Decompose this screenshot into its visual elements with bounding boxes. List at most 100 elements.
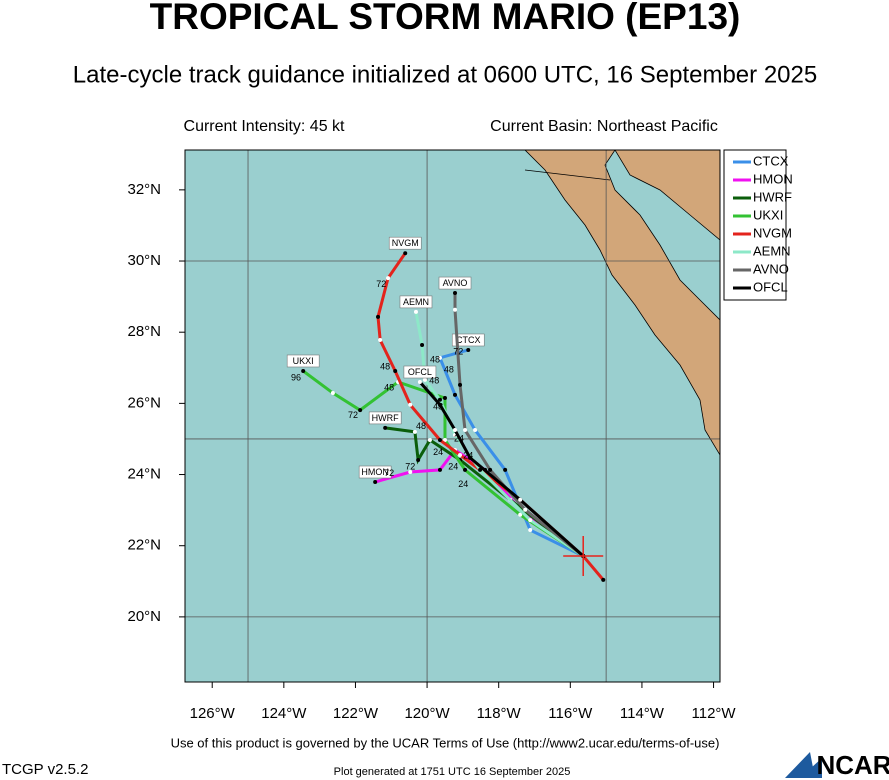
track-point: [518, 497, 523, 502]
track-point: [417, 380, 422, 385]
track-label-box: [451, 333, 485, 347]
track-point: [412, 429, 417, 434]
y-tick-label: 26°N: [127, 394, 161, 411]
track-point: [453, 291, 458, 296]
track-point: [453, 428, 458, 433]
track-point: [523, 507, 528, 512]
track-label: UKXI: [293, 356, 314, 366]
track-label: HWRF: [372, 413, 399, 423]
track-point: [416, 457, 421, 462]
track-point: [488, 467, 493, 472]
track-point: [503, 467, 508, 472]
track-point: [437, 402, 442, 407]
legend-box: [723, 149, 787, 301]
basin-info: Current Basin: Northeast Pacific: [490, 118, 718, 135]
track-point: [528, 518, 533, 523]
hour-label: 24: [458, 479, 468, 489]
track-label: CTCX: [456, 335, 481, 345]
track-point: [358, 408, 363, 413]
track-point: [330, 391, 335, 396]
track-point: [463, 467, 468, 472]
track-point: [463, 428, 468, 433]
track-point: [403, 251, 408, 256]
hour-label: 24: [454, 433, 464, 443]
y-tick-label: 28°N: [127, 323, 161, 340]
track-point: [468, 455, 473, 460]
track-label-box: [368, 411, 402, 425]
version: TCGP v2.5.2: [2, 761, 88, 778]
track-point: [420, 343, 425, 348]
track-point: [376, 314, 381, 319]
track-label-box: [403, 365, 437, 379]
legend-label: HWRF: [753, 189, 792, 204]
x-tick-label: 114°W: [620, 705, 665, 722]
track-point: [422, 377, 427, 382]
hour-label: 48: [384, 382, 394, 392]
track-label-box: [399, 295, 433, 309]
track-point: [408, 470, 413, 475]
y-tick-label: 32°N: [127, 181, 161, 198]
track-point: [427, 438, 432, 443]
y-tick-label: 20°N: [127, 608, 161, 625]
chart-subtitle: Late-cycle track guidance initialized at…: [73, 61, 817, 88]
generated: Plot generated at 1751 UTC 16 September …: [334, 766, 571, 778]
track-label-box: [286, 354, 320, 368]
track-point: [437, 467, 442, 472]
legend-label: AVNO: [753, 261, 789, 276]
track-point: [437, 355, 442, 360]
hour-label: 24: [463, 450, 473, 460]
track-point: [473, 428, 478, 433]
legend-label: HMON: [753, 171, 793, 186]
x-tick-label: 112°W: [692, 705, 737, 722]
track-point: [301, 368, 306, 373]
track-label: OFCL: [408, 367, 432, 377]
x-tick-label: 126°W: [190, 705, 236, 722]
intensity-info: Current Intensity: 45 kt: [184, 118, 346, 135]
land: [524, 150, 720, 456]
hour-label: 48: [380, 361, 390, 371]
track-label: NVGM: [392, 238, 419, 248]
track-point: [373, 480, 378, 485]
track-point: [601, 577, 606, 582]
track-point: [393, 368, 398, 373]
hour-label: 48: [429, 375, 439, 385]
track-point: [442, 438, 447, 443]
hour-label: 72: [384, 468, 394, 478]
track-label: AEMN: [403, 297, 429, 307]
hour-label: 72: [405, 461, 415, 471]
x-tick-label: 124°W: [261, 705, 307, 722]
track-label-box: [358, 465, 392, 479]
track-point: [378, 338, 383, 343]
hour-label: 48: [416, 421, 426, 431]
track-point: [408, 402, 413, 407]
hour-label: 48: [433, 401, 443, 411]
track-label-box: [388, 236, 422, 250]
track-point: [458, 452, 463, 457]
hour-label: 72: [453, 346, 463, 356]
y-tick-label: 30°N: [127, 252, 161, 269]
track-label: HMON: [361, 467, 389, 477]
hour-label: 48: [444, 364, 454, 374]
legend-label: OFCL: [753, 279, 788, 294]
track-point: [453, 307, 458, 312]
track-point: [453, 392, 458, 397]
x-tick-label: 122°W: [333, 705, 379, 722]
footer: Use of this product is governed by the U…: [171, 735, 720, 750]
chart-title: TROPICAL STORM MARIO (EP13): [150, 0, 741, 37]
track-point: [437, 397, 442, 402]
logo-mark: [785, 752, 822, 778]
track-point: [466, 347, 471, 352]
y-tick-label: 22°N: [127, 537, 161, 554]
legend-label: AEMN: [753, 243, 791, 258]
logo: NCAR: [816, 750, 889, 780]
y-tick-label: 24°N: [127, 466, 161, 483]
x-tick-label: 120°W: [404, 705, 450, 722]
track-point: [413, 309, 418, 314]
track-label: AVNO: [443, 278, 468, 288]
track: [418, 381, 585, 558]
hour-label: 24: [448, 461, 458, 471]
hour-label: 48: [430, 354, 440, 364]
hour-label: 96: [291, 372, 301, 382]
track-point: [518, 512, 523, 517]
